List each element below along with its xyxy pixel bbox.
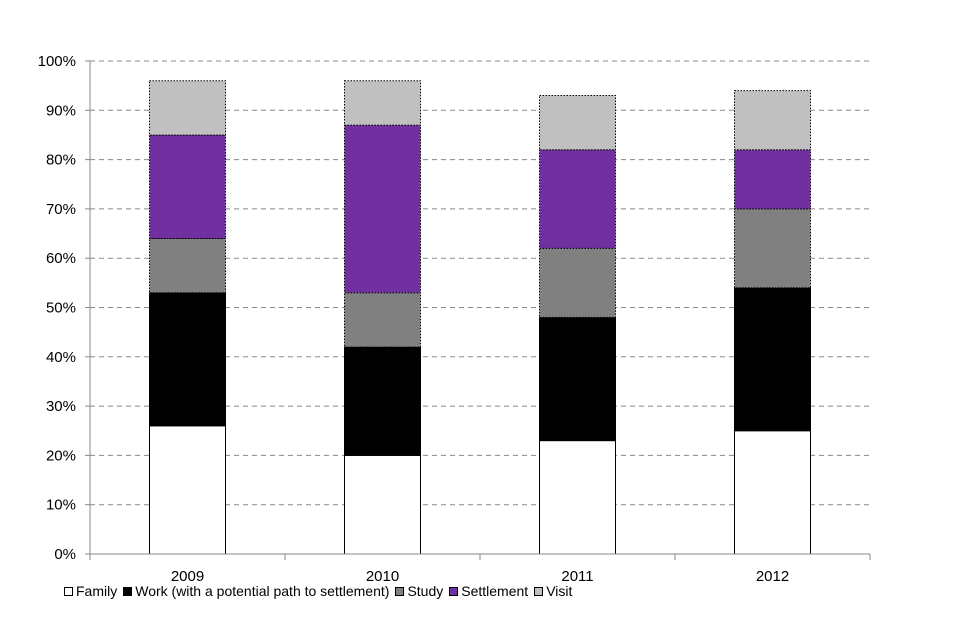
legend-item: Settlement: [449, 583, 528, 599]
y-tick-label: 90%: [46, 102, 76, 119]
axes: [89, 61, 871, 560]
legend-item: Work (with a potential path to settlemen…: [123, 583, 389, 599]
x-tick-label: 2012: [756, 568, 789, 585]
legend-swatch: [64, 586, 73, 596]
bar-segment-settlement: [539, 149, 616, 249]
y-tick-label: 10%: [46, 497, 76, 514]
bar-segment-visit: [344, 80, 421, 126]
bar-segment-family: [149, 425, 226, 555]
y-tick-label: 100%: [38, 53, 76, 70]
bar-segment-study: [539, 247, 616, 318]
bar-segment-visit: [149, 80, 226, 136]
y-tick-label: 70%: [46, 201, 76, 218]
bar-segment-work: [149, 292, 226, 427]
legend-item: Visit: [534, 583, 572, 599]
bar-segment-study: [149, 237, 226, 294]
legend-swatch: [534, 586, 544, 596]
bar-segment-study: [734, 208, 811, 289]
y-tick-label: 50%: [46, 300, 76, 317]
y-tick-label: 80%: [46, 152, 76, 169]
legend-label: Work (with a potential path to settlemen…: [135, 583, 390, 599]
bar-segment-work: [539, 316, 616, 442]
bar-segment-work: [734, 287, 811, 432]
bar-segment-study: [344, 292, 421, 348]
bar-segment-family: [344, 454, 421, 555]
legend-item: Study: [395, 583, 443, 599]
y-tick-label: 0%: [54, 546, 76, 563]
legend-swatch: [395, 586, 405, 596]
bars: [149, 80, 811, 555]
x-tick-label: 2010: [366, 568, 399, 585]
x-tick-label: 2011: [561, 568, 593, 585]
bar-segment-visit: [734, 90, 811, 151]
legend-label: Settlement: [461, 583, 529, 599]
legend-label: Visit: [546, 583, 573, 599]
legend-label: Family: [76, 583, 118, 599]
y-tick-label: 30%: [46, 398, 76, 415]
legend-item: Family: [64, 583, 117, 599]
bar-segment-family: [734, 430, 811, 555]
x-axis-tick-labels: 2009 2010 2011 2012: [171, 568, 789, 585]
bar-segment-settlement: [149, 134, 226, 239]
y-axis-tick-labels: 0% 10% 20% 30% 40% 50% 60% 70% 80% 90% 100%: [38, 53, 76, 563]
y-tick-label: 20%: [46, 447, 76, 464]
bar-segment-visit: [539, 95, 616, 151]
legend-swatch: [449, 586, 459, 596]
legend-label: Study: [407, 583, 444, 599]
x-tick-label: 2009: [171, 568, 204, 585]
bar-segment-family: [539, 440, 616, 555]
bar-segment-settlement: [344, 124, 421, 294]
bar-segment-settlement: [734, 149, 811, 210]
legend-swatch: [123, 586, 133, 596]
bar-segment-work: [344, 346, 421, 456]
y-tick-label: 40%: [46, 349, 76, 366]
y-tick-label: 60%: [46, 250, 76, 267]
legend: Family Work (with a potential path to set…: [64, 583, 578, 599]
